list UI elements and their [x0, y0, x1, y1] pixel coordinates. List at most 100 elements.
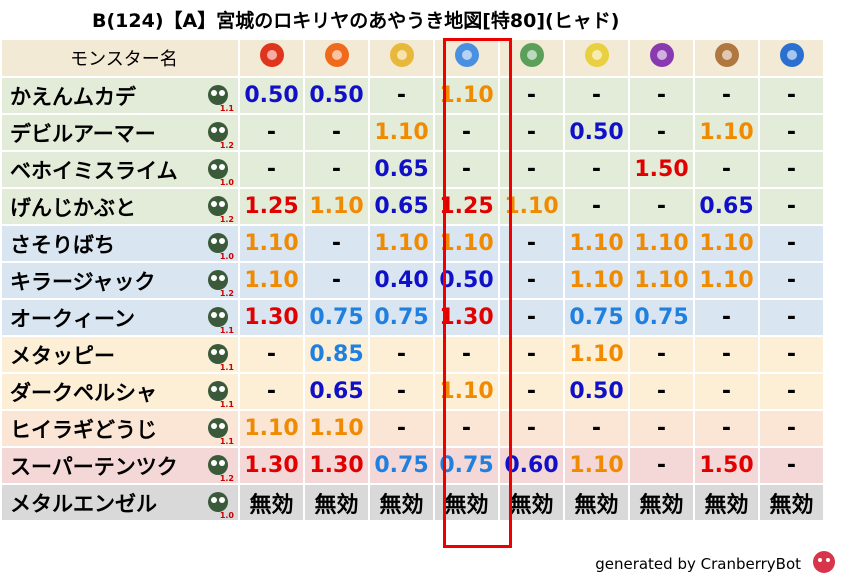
element-icon: [714, 43, 739, 67]
monster-icon-shape: [208, 344, 228, 364]
monster-icon-shape: [208, 159, 228, 179]
monster-name-text: スーパーテンツク: [10, 454, 178, 479]
monster-row: ベホイミスライム 1.0- -0.65- - -1.50- -: [0, 150, 825, 189]
monster-icon-shape: [208, 196, 228, 216]
value-cell: -: [303, 261, 370, 300]
element-icon: [649, 43, 674, 67]
monster-name-text: メタルエンゼル: [10, 491, 157, 516]
value-cell: -: [693, 335, 760, 374]
value-cell: 無効: [693, 483, 760, 522]
value-cell: -: [693, 298, 760, 337]
value-cell: 1.30: [238, 446, 305, 485]
monster-icon: [206, 82, 230, 113]
value-cell: 1.10: [303, 187, 370, 226]
value-cell: 1.10: [628, 224, 695, 263]
value-cell: 0.65: [368, 150, 435, 189]
monster-name-text: ベホイミスライム: [10, 158, 178, 183]
value-cell: 無効: [628, 483, 695, 522]
value-cell: 1.30: [303, 446, 370, 485]
monster-rank: 1.1: [219, 437, 234, 446]
value-cell: -: [758, 76, 825, 115]
element-icon: [259, 43, 284, 67]
title: B(124)【A】宮城のロキリヤのあやうき地図[特80](ヒャド): [92, 10, 620, 32]
element-icon-cell: [693, 38, 760, 78]
value-cell: -: [758, 335, 825, 374]
monster-name: げんじかぶと 1.2: [0, 187, 240, 226]
value-cell: -: [368, 335, 435, 374]
monster-rank: 1.1: [219, 363, 234, 372]
value-cell: 0.75: [368, 446, 435, 485]
value-cell: 0.75: [563, 298, 630, 337]
monster-name: かえんムカデ 1.1: [0, 76, 240, 115]
monster-rank: 1.0: [219, 178, 234, 187]
value-cell: -: [368, 372, 435, 411]
monster-icon: [206, 304, 230, 335]
monster-rank: 1.2: [219, 141, 234, 150]
value-cell: -: [628, 335, 695, 374]
value-cell: 1.10: [238, 409, 305, 448]
value-cell: -: [693, 409, 760, 448]
value-cell: -: [758, 372, 825, 411]
monster-icon: [206, 156, 230, 187]
value-cell: -: [238, 150, 305, 189]
value-cell: 1.10: [563, 224, 630, 263]
monster-rank: 1.2: [219, 474, 234, 483]
value-cell: -: [693, 372, 760, 411]
element-icon: [324, 43, 349, 67]
monster-icon-shape: [208, 85, 228, 105]
value-cell: 無効: [368, 483, 435, 522]
value-cell: 0.50: [238, 76, 305, 115]
value-cell: -: [758, 298, 825, 337]
value-cell: -: [628, 76, 695, 115]
monster-name-text: キラージャック: [10, 269, 156, 294]
header-cell: モンスター名: [0, 38, 240, 78]
value-cell: 無効: [758, 483, 825, 522]
element-icon: [519, 43, 544, 67]
element-icon-cell: [303, 38, 370, 78]
monster-name-text: デビルアーマー: [10, 121, 156, 146]
value-cell: -: [563, 76, 630, 115]
value-cell: 1.10: [563, 261, 630, 300]
value-cell: -: [758, 113, 825, 152]
monster-name-text: かえんムカデ: [10, 84, 136, 109]
value-cell: 1.10: [628, 261, 695, 300]
monster-row: ダークペルシャ 1.1-0.65-1.10-0.50- - -: [0, 372, 825, 411]
value-cell: 0.50: [563, 372, 630, 411]
value-cell: 0.50: [303, 76, 370, 115]
element-icon-cell: [758, 38, 825, 78]
value-cell: -: [563, 187, 630, 226]
monster-name: キラージャック 1.2: [0, 261, 240, 300]
monster-icon: [206, 193, 230, 224]
monster-name: スーパーテンツク 1.2: [0, 446, 240, 485]
monster-icon: [206, 267, 230, 298]
value-cell: -: [693, 76, 760, 115]
value-cell: -: [693, 150, 760, 189]
value-cell: 1.50: [628, 150, 695, 189]
monster-icon-shape: [208, 455, 228, 475]
value-cell: 1.10: [563, 446, 630, 485]
value-cell: 0.50: [563, 113, 630, 152]
value-cell: -: [563, 409, 630, 448]
value-cell: -: [563, 150, 630, 189]
value-cell: 1.25: [433, 187, 500, 226]
highlight-column: [443, 38, 512, 548]
value-cell: 0.75: [303, 298, 370, 337]
monster-name: デビルアーマー 1.2: [0, 113, 240, 152]
monster-name-text: さそりばち: [10, 232, 115, 257]
monster-icon: [206, 230, 230, 261]
value-cell: 0.65: [303, 372, 370, 411]
monster-row: ヒイラギどうじ 1.1 1.10 1.10- - - - - - -: [0, 409, 825, 448]
value-cell: 0.75: [628, 298, 695, 337]
value-cell: -: [303, 224, 370, 263]
element-icon-cell: [238, 38, 305, 78]
monster-row: オークィーン 1.1 1.30 0.75 0.75 1.30-0.75 0.75- -: [0, 298, 825, 337]
value-cell: 0.65: [368, 187, 435, 226]
monster-row: デビルアーマー 1.2- -1.10- -0.50-1.10-: [0, 113, 825, 152]
element-icon-cell: [368, 38, 435, 78]
value-cell: -: [498, 298, 565, 337]
value-cell: -: [758, 187, 825, 226]
value-cell: -: [758, 261, 825, 300]
monster-rank: 1.0: [219, 511, 234, 520]
monster-rank: 1.1: [219, 400, 234, 409]
